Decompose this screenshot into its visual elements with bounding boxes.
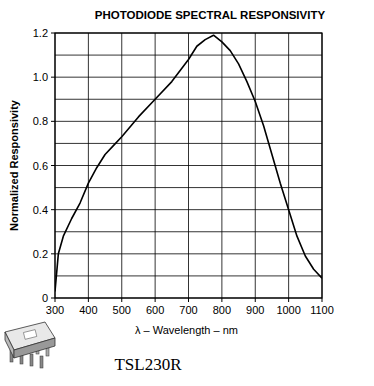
- grid-line: [255, 33, 256, 298]
- series: [55, 35, 322, 291]
- y-tick-label: 0.4: [33, 204, 48, 216]
- grid-line: [221, 33, 222, 298]
- response-line: [55, 35, 322, 291]
- chart: PHOTODIODE SPECTRAL RESPONSIVITY 0 0.2 0.4 0…: [0, 0, 374, 386]
- y-tick-label: 0.6: [33, 160, 48, 172]
- y-axis-label: Normalized Responsivity: [8, 99, 20, 231]
- chip-pin: [40, 356, 43, 368]
- x-tick-label: 400: [79, 304, 97, 316]
- y-tick-label: 1.0: [33, 71, 48, 83]
- annotation: TSL230R: [114, 355, 182, 374]
- x-tick-label: 700: [179, 304, 197, 316]
- y-tick-label: 0.2: [33, 248, 48, 260]
- x-tick-label: 600: [146, 304, 164, 316]
- x-tick-label: 300: [46, 304, 64, 316]
- grid-line: [121, 33, 122, 298]
- x-tick-label: 500: [113, 304, 131, 316]
- y-tick-label: 0.8: [33, 115, 48, 127]
- grid-line: [155, 33, 156, 298]
- y-tick-label: 0: [42, 292, 48, 304]
- chip-front: [14, 338, 55, 358]
- title: PHOTODIODE SPECTRAL RESPONSIVITY: [95, 9, 326, 21]
- plot-frame: [55, 33, 322, 298]
- x-tick-label: 1100: [310, 304, 334, 316]
- chip-window: [23, 330, 36, 340]
- grid-line: [288, 33, 289, 298]
- page: {"chart_data": {"type": "line", "title":…: [0, 0, 374, 386]
- x-axis-label: λ – Wavelength – nm: [135, 324, 238, 336]
- x-tick-label: 900: [246, 304, 264, 316]
- grid-line: [188, 33, 189, 298]
- chip-side: [5, 332, 14, 358]
- x-tick-label: 800: [213, 304, 231, 316]
- chip-pin: [30, 354, 33, 366]
- y-tick-label: 1.2: [33, 27, 48, 39]
- x-tick-label: 1000: [276, 304, 300, 316]
- grid-line: [88, 33, 89, 298]
- chip-icon: [5, 322, 55, 368]
- grid: [55, 33, 322, 298]
